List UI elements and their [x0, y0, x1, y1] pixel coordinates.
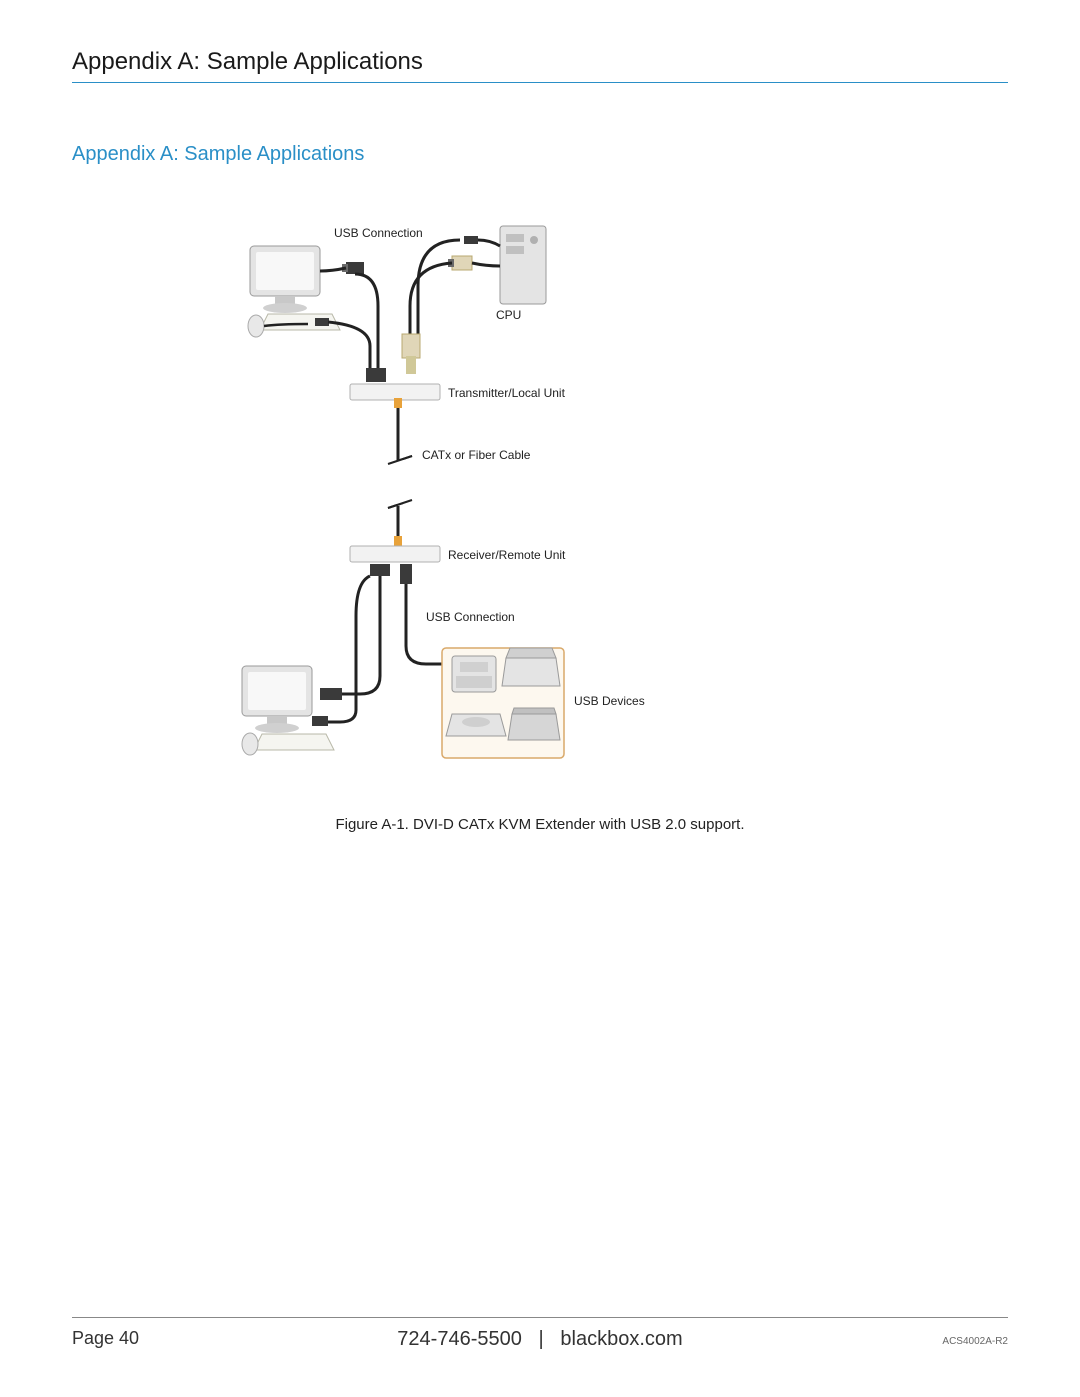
cpu-tower-icon: [500, 226, 546, 304]
footer-separator: |: [539, 1328, 544, 1350]
connector-block-tx-icon: [366, 334, 420, 382]
cable-break-icon: [385, 456, 415, 508]
monitor-top-icon: [250, 246, 320, 313]
connector-block-rx-icon: [370, 564, 412, 584]
hdd-icon: [508, 708, 560, 740]
transmitter-unit-icon: [350, 384, 440, 408]
usb-plug-top-left-icon: [315, 318, 329, 326]
usb-plug-cpu-icon: [464, 236, 478, 244]
label-transmitter: Transmitter/Local Unit: [448, 386, 565, 400]
cable-icon: [355, 274, 378, 371]
usb-plug-bottom-icon: [312, 716, 328, 726]
diagram: USB Connection CPU Transmitter/Local Uni…: [220, 216, 860, 796]
cable-icon: [406, 584, 442, 664]
diagram-svg: [220, 216, 860, 796]
footer-phone: 724-746-5500: [397, 1328, 522, 1350]
section-title: Appendix A: Sample Applications: [72, 143, 1008, 166]
page-footer: Page 40 724-746-5500 | blackbox.com ACS4…: [72, 1317, 1008, 1349]
cable-icon: [478, 240, 500, 246]
cable-icon: [418, 240, 460, 336]
cable-icon: [410, 263, 452, 336]
footer-contact: 724-746-5500 | blackbox.com: [72, 1328, 1008, 1351]
mouse-bottom-icon: [242, 733, 258, 755]
dvi-connector-bottom-icon: [320, 688, 342, 700]
keyboard-bottom-icon: [254, 734, 334, 750]
scanner-icon: [502, 648, 560, 686]
cable-icon: [472, 263, 500, 266]
cable-icon: [328, 576, 370, 722]
label-cable: CATx or Fiber Cable: [422, 448, 530, 462]
mouse-top-icon: [248, 315, 264, 337]
cable-icon: [342, 576, 380, 694]
receiver-unit-icon: [350, 536, 440, 562]
label-cpu: CPU: [496, 308, 521, 322]
figure-caption: Figure A-1. DVI-D CATx KVM Extender with…: [72, 816, 1008, 833]
printer-icon: [452, 656, 496, 692]
label-usb-bottom: USB Connection: [426, 610, 515, 624]
page-header-title: Appendix A: Sample Applications: [72, 48, 1008, 83]
footer-site: blackbox.com: [560, 1328, 682, 1350]
optical-drive-icon: [446, 714, 506, 736]
label-receiver: Receiver/Remote Unit: [448, 548, 565, 562]
label-usb-devices: USB Devices: [574, 694, 645, 708]
label-usb-top: USB Connection: [334, 226, 423, 240]
monitor-bottom-icon: [242, 666, 312, 733]
